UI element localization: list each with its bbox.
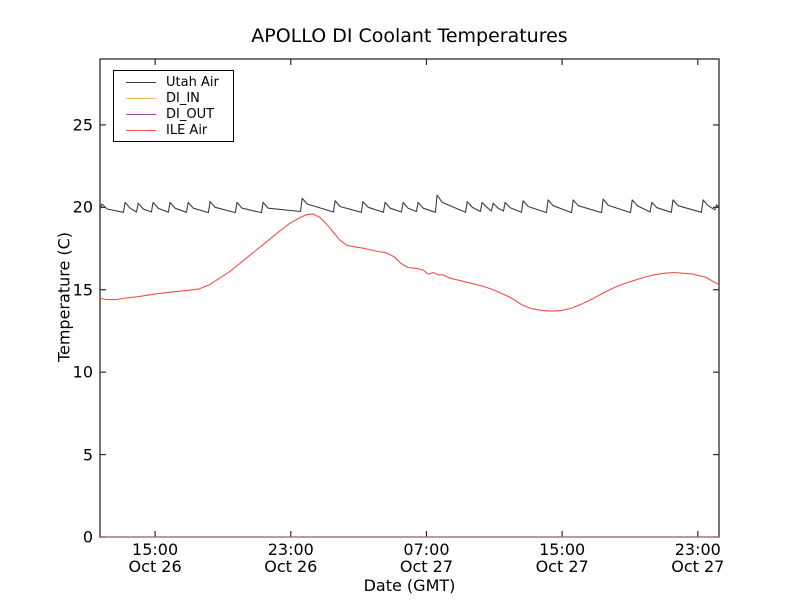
legend-label: DI_OUT: [166, 106, 215, 122]
x-tick-time: 15:00: [539, 540, 586, 559]
legend-entry-di-in: DI_IN: [114, 91, 233, 107]
legend-label: Utah Air: [166, 75, 219, 91]
series-line-ile-air: [99, 213, 720, 312]
y-tick-label: 20: [72, 197, 93, 217]
x-tick-label: 23:00 Oct 26: [264, 541, 317, 575]
y-axis-label: Temperature (C): [54, 231, 74, 363]
legend-label: ILE Air: [166, 122, 208, 138]
legend-entry-utah-air: Utah Air: [114, 75, 233, 91]
x-tick-label: 15:00 Oct 26: [129, 541, 182, 575]
legend-label: DI_IN: [166, 91, 200, 107]
x-tick-time: 23:00: [267, 540, 314, 559]
y-tick-label: 25: [72, 115, 93, 135]
x-axis-label: Date (GMT): [363, 576, 456, 595]
chart-title: APOLLO DI Coolant Temperatures: [251, 25, 568, 47]
x-tick-date: Oct 27: [399, 557, 454, 576]
legend-line-sample: [126, 113, 156, 115]
x-tick-time: 15:00: [132, 540, 179, 559]
y-tick-label: 15: [72, 280, 93, 300]
y-tick-label: 5: [82, 445, 93, 465]
x-tick-label: 07:00 Oct 27: [400, 541, 453, 575]
legend-line-sample: [126, 82, 156, 84]
x-tick-time: 23:00: [674, 540, 721, 559]
x-tick-label: 15:00 Oct 27: [536, 541, 589, 575]
x-tick-date: Oct 27: [671, 557, 725, 576]
x-tick-label: 23:00 Oct 27: [671, 541, 724, 575]
legend-entry-ile-air: ILE Air: [114, 122, 233, 138]
legend-entry-di-out: DI_OUT: [114, 107, 233, 123]
legend-line-sample: [126, 98, 156, 100]
x-tick-time: 07:00: [403, 540, 450, 559]
y-tick-label: 10: [72, 362, 93, 382]
legend: Utah Air DI_IN DI_OUT ILE Air: [113, 70, 234, 143]
y-tick-label: 0: [82, 527, 93, 547]
x-tick-date: Oct 26: [264, 557, 318, 576]
series-line-utah-air: [99, 194, 720, 214]
x-tick-date: Oct 27: [535, 557, 589, 576]
legend-line-sample: [126, 129, 156, 131]
x-tick-date: Oct 26: [128, 557, 182, 576]
